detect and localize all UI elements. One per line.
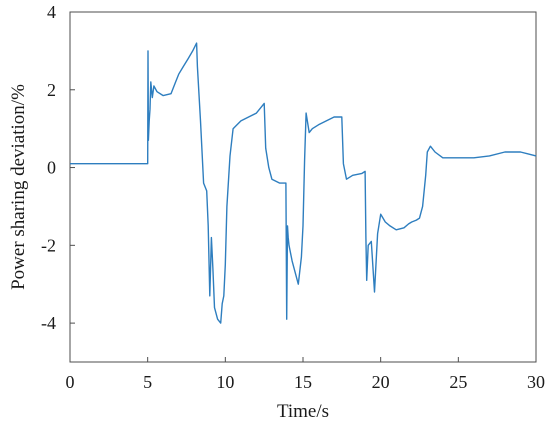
y-tick-label: 4 — [47, 2, 56, 22]
x-tick-label: 25 — [449, 372, 467, 392]
x-tick-label: 10 — [216, 372, 234, 392]
tick-labels: 0 5 10 15 20 25 30 -4 -2 0 2 4 — [41, 2, 545, 392]
plot-area — [69, 11, 537, 363]
x-tick-label: 20 — [372, 372, 390, 392]
y-tick-label: -2 — [41, 235, 56, 255]
x-axis-label: Time/s — [277, 401, 329, 422]
x-tick-label: 15 — [294, 372, 312, 392]
y-tick-label: 2 — [47, 80, 56, 100]
y-tick-label: -4 — [41, 313, 56, 333]
x-tick-label: 30 — [527, 372, 545, 392]
plot-frame — [69, 11, 537, 363]
y-tick-label: 0 — [47, 158, 56, 178]
x-tick-label: 5 — [143, 372, 152, 392]
series-line — [70, 42, 537, 324]
y-axis-label: Power sharing deviation/% — [8, 84, 29, 290]
axis-ticks — [69, 11, 537, 362]
x-tick-label: 0 — [66, 372, 75, 392]
